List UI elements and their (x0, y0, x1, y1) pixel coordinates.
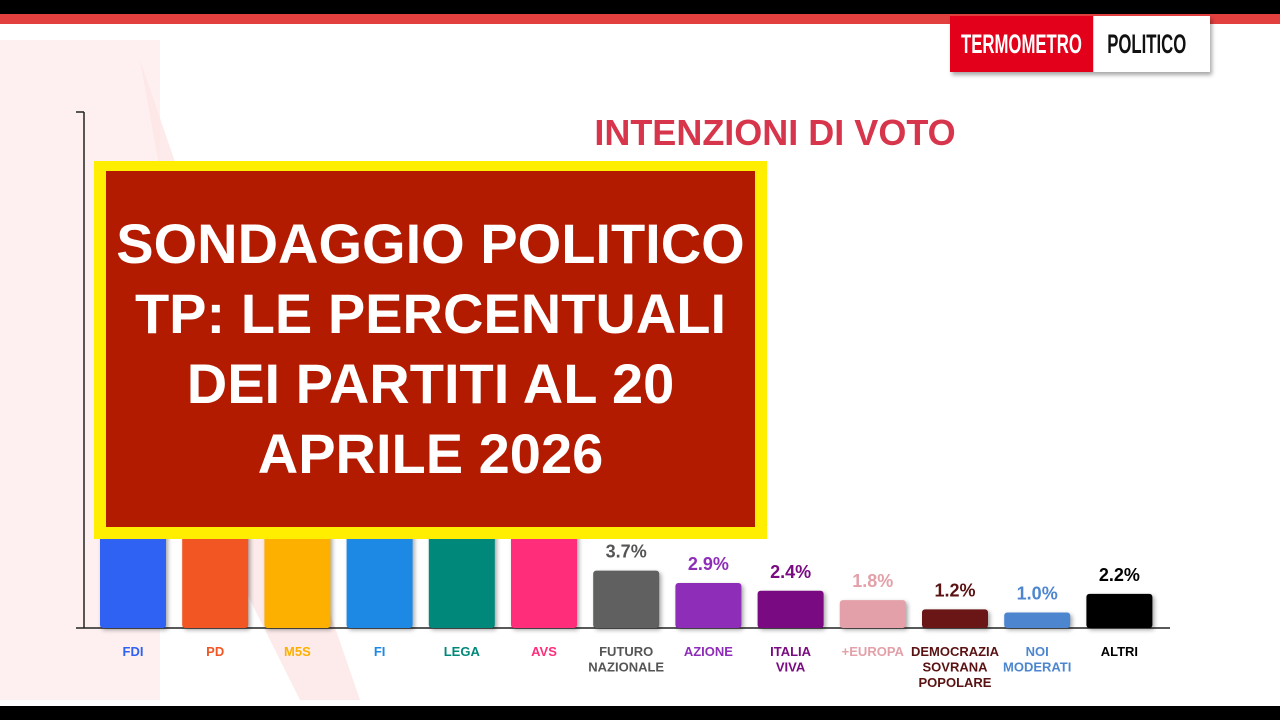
category-label: FDI (123, 644, 144, 659)
bar-altri (1086, 593, 1153, 628)
bar-fdi (100, 530, 166, 628)
category-label: ITALIA VIVA (770, 644, 812, 675)
value-label: 3.7% (606, 542, 647, 562)
category-label: LEGA (444, 644, 481, 659)
logo-right-text: POLITICO (1106, 28, 1186, 59)
bar-pd (182, 530, 249, 628)
category-label: DEMOCRAZIA SOVRANA POPOLARE (911, 644, 1000, 690)
category-label: NOI MODERATI (1003, 644, 1071, 675)
category-label: PD (206, 644, 224, 659)
category-label: +EUROPA (842, 644, 905, 659)
value-label: 2.9% (688, 554, 729, 574)
category-label: AVS (531, 644, 557, 659)
category-label: FUTURO NAZIONALE (588, 644, 664, 675)
category-label: M5S (284, 644, 311, 659)
headline-text: SONDAGGIO POLITICO TP: LE PERCENTUALI DE… (116, 212, 745, 485)
bar-democrazia-sovrana-popolare (922, 609, 988, 628)
chart-title: INTENZIONI DI VOTO (594, 112, 956, 153)
category-label: FI (374, 644, 386, 659)
bar-futuro-nazionale (593, 570, 660, 628)
value-label: 1.2% (934, 580, 975, 600)
bar-italia-viva (757, 590, 824, 628)
bar-avs (511, 530, 577, 628)
logo-left-text: TERMOMETRO (950, 16, 1093, 72)
bar-lega (428, 530, 495, 628)
category-label: ALTRI (1101, 644, 1138, 659)
bar-azione (675, 583, 742, 628)
bar-noi-moderati (1004, 612, 1071, 628)
top-bar (0, 0, 1280, 14)
bar-m5s (264, 530, 331, 628)
red-accent-rule (0, 14, 1280, 24)
termometro-politico-logo: TERMOMETRO POLITICO (950, 16, 1210, 72)
value-label: 2.2% (1099, 565, 1140, 585)
value-label: 2.4% (770, 562, 811, 582)
headline-box: SONDAGGIO POLITICO TP: LE PERCENTUALI DE… (94, 161, 767, 539)
value-label: 1.0% (1017, 584, 1058, 604)
bar-fi (346, 530, 413, 628)
value-label: 1.8% (852, 571, 893, 591)
bar-europa (839, 600, 906, 628)
category-label: AZIONE (684, 644, 733, 659)
bottom-bar (0, 706, 1280, 720)
